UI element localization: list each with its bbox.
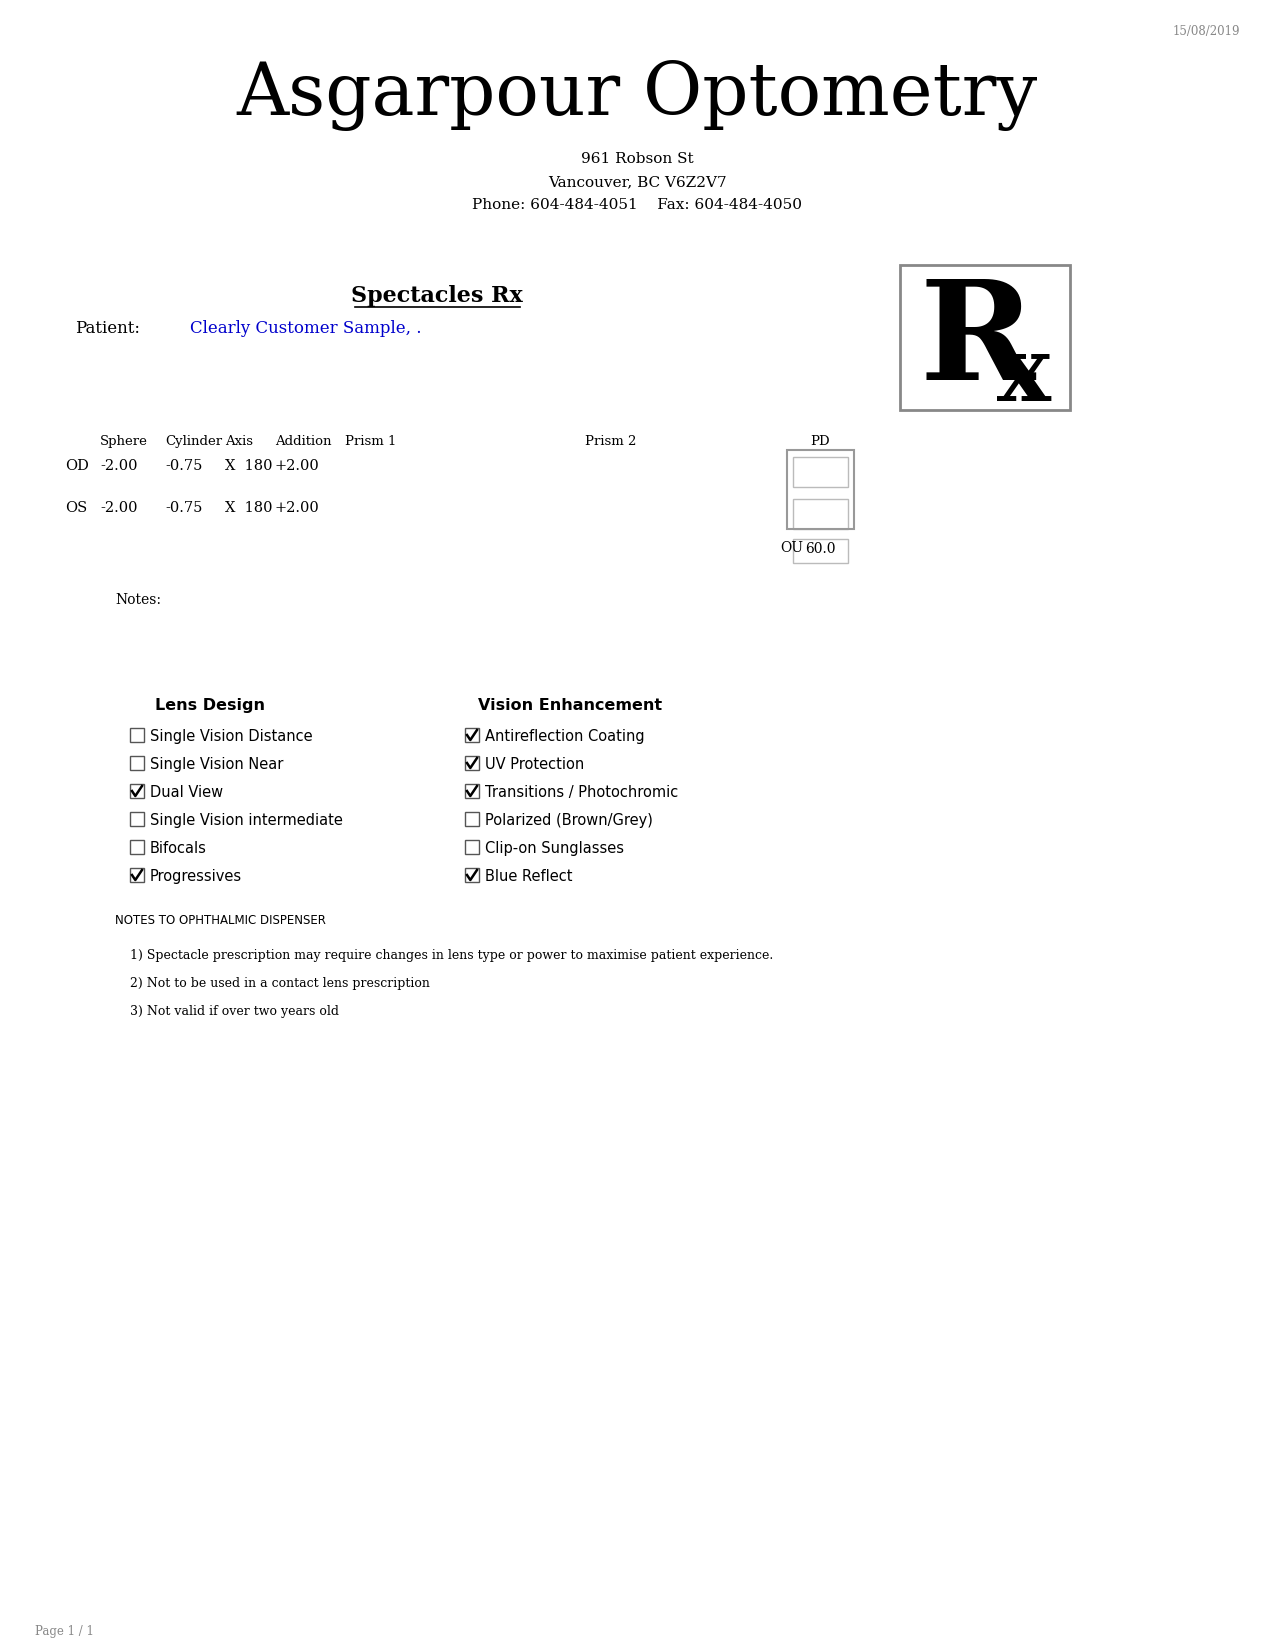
Text: X  180: X 180: [224, 502, 273, 515]
Bar: [130, 756, 144, 771]
Text: X  180: X 180: [224, 459, 273, 474]
Text: Addition: Addition: [275, 436, 332, 449]
Text: Blue Reflect: Blue Reflect: [484, 870, 572, 884]
Text: Spectacles Rx: Spectacles Rx: [351, 285, 523, 307]
Text: Single Vision Distance: Single Vision Distance: [150, 729, 312, 744]
Text: 2) Not to be used in a contact lens prescription: 2) Not to be used in a contact lens pres…: [130, 977, 430, 990]
Bar: [793, 457, 848, 487]
Text: Antireflection Coating: Antireflection Coating: [484, 729, 645, 744]
Text: Progressives: Progressives: [150, 870, 242, 884]
Text: Phone: 604-484-4051    Fax: 604-484-4050: Phone: 604-484-4051 Fax: 604-484-4050: [472, 198, 802, 211]
Text: UV Protection: UV Protection: [484, 757, 584, 772]
Text: PD: PD: [810, 436, 830, 449]
Text: Single Vision Near: Single Vision Near: [150, 757, 283, 772]
Bar: [130, 812, 144, 827]
Text: -2.00: -2.00: [99, 502, 138, 515]
Text: Dual View: Dual View: [150, 785, 223, 800]
Bar: [900, 266, 1070, 409]
Bar: [465, 784, 479, 799]
Bar: [465, 868, 479, 883]
Text: +2.00: +2.00: [275, 502, 320, 515]
Text: Clip-on Sunglasses: Clip-on Sunglasses: [484, 842, 623, 856]
Text: -0.75: -0.75: [164, 502, 203, 515]
Text: OU: OU: [780, 541, 803, 554]
Text: NOTES TO OPHTHALMIC DISPENSER: NOTES TO OPHTHALMIC DISPENSER: [115, 914, 326, 927]
Bar: [465, 840, 479, 855]
Text: R: R: [921, 276, 1035, 409]
Text: Clearly Customer Sample, .: Clearly Customer Sample, .: [190, 320, 422, 337]
Text: OD: OD: [65, 459, 89, 474]
Text: Prism 2: Prism 2: [585, 436, 636, 449]
Text: -0.75: -0.75: [164, 459, 203, 474]
Text: Vision Enhancement: Vision Enhancement: [478, 698, 662, 713]
Text: Asgarpour Optometry: Asgarpour Optometry: [236, 59, 1038, 130]
Bar: [130, 784, 144, 799]
Text: 15/08/2019: 15/08/2019: [1173, 25, 1241, 38]
Bar: [465, 812, 479, 827]
Text: Polarized (Brown/Grey): Polarized (Brown/Grey): [484, 813, 653, 828]
Text: Cylinder: Cylinder: [164, 436, 222, 449]
Text: Notes:: Notes:: [115, 592, 161, 607]
Text: Page 1 / 1: Page 1 / 1: [34, 1625, 94, 1638]
Bar: [130, 728, 144, 742]
Bar: [465, 756, 479, 771]
Text: Single Vision intermediate: Single Vision intermediate: [150, 813, 343, 828]
Text: 1) Spectacle prescription may require changes in lens type or power to maximise : 1) Spectacle prescription may require ch…: [130, 949, 773, 962]
Bar: [793, 540, 848, 563]
Text: Lens Design: Lens Design: [156, 698, 265, 713]
Text: Prism 1: Prism 1: [346, 436, 397, 449]
Text: 60.0: 60.0: [805, 541, 835, 556]
Bar: [465, 728, 479, 742]
Bar: [130, 868, 144, 883]
Bar: [130, 840, 144, 855]
Bar: [793, 498, 848, 530]
Text: 961 Robson St: 961 Robson St: [580, 152, 694, 167]
Text: -2.00: -2.00: [99, 459, 138, 474]
Text: Sphere: Sphere: [99, 436, 148, 449]
Text: +2.00: +2.00: [275, 459, 320, 474]
Text: Axis: Axis: [224, 436, 252, 449]
Text: Patient:: Patient:: [75, 320, 140, 337]
Text: Bifocals: Bifocals: [150, 842, 207, 856]
Text: OS: OS: [65, 502, 87, 515]
Text: Transitions / Photochromic: Transitions / Photochromic: [484, 785, 678, 800]
Text: Vancouver, BC V6Z2V7: Vancouver, BC V6Z2V7: [548, 175, 727, 190]
Bar: [787, 450, 853, 530]
Text: 3) Not valid if over two years old: 3) Not valid if over two years old: [130, 1005, 339, 1018]
Text: x: x: [997, 333, 1051, 421]
